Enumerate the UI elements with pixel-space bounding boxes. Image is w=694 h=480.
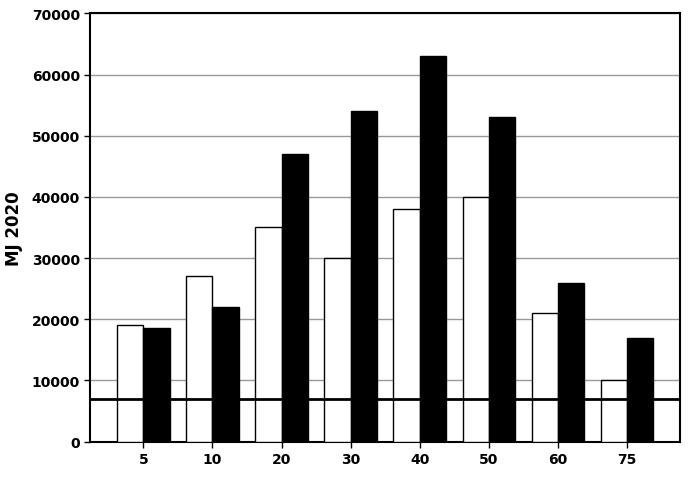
Bar: [489, 118, 515, 442]
Bar: [282, 155, 307, 442]
Bar: [532, 313, 558, 442]
Bar: [117, 325, 143, 442]
Bar: [463, 197, 489, 442]
Bar: [627, 338, 653, 442]
Bar: [420, 57, 446, 442]
Bar: [186, 277, 212, 442]
Bar: [255, 228, 282, 442]
Bar: [393, 210, 420, 442]
Bar: [143, 329, 169, 442]
Bar: [350, 112, 377, 442]
Bar: [558, 283, 584, 442]
Bar: [212, 307, 239, 442]
Y-axis label: MJ 2020: MJ 2020: [6, 191, 23, 265]
Bar: [601, 381, 627, 442]
Bar: [324, 259, 350, 442]
